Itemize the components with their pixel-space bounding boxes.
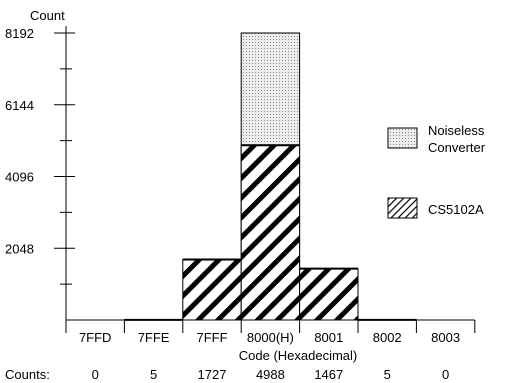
y-tick-label: 8192 [5, 26, 34, 41]
legend-swatch-hatched [387, 197, 418, 219]
y-axis: 2048 4096 6144 8192 [5, 26, 75, 320]
legend-item-cs5102a: CS5102A [387, 197, 484, 219]
legend-label-noiseless-line1: Noiseless [428, 123, 485, 138]
bar-cs5102a [299, 268, 359, 321]
counts-row: 0 5 1727 4988 1467 5 0 [92, 367, 450, 382]
y-tick-label: 4096 [5, 170, 34, 185]
legend-swatch-dotted [387, 127, 418, 149]
legend-label-cs5102a: CS5102A [428, 202, 484, 217]
count-value: 5 [150, 367, 157, 382]
bars [123, 32, 417, 321]
bar-cs5102a [182, 258, 242, 321]
x-tick-label: 7FFD [79, 330, 112, 345]
x-tick-label: 8001 [314, 330, 343, 345]
y-tick-label: 6144 [5, 98, 34, 113]
count-value: 1467 [314, 367, 343, 382]
y-tick-label: 2048 [5, 241, 34, 256]
x-axis: 7FFD 7FFE 7FFF 8000(H) 8001 8002 8003 [65, 319, 476, 345]
legend-label-noiseless-line2: Converter [428, 140, 486, 155]
x-axis-label: Code (Hexadecimal) [239, 348, 358, 363]
x-tick-label: 7FFF [196, 330, 227, 345]
x-tick-label: 8002 [373, 330, 402, 345]
count-value: 0 [92, 367, 99, 382]
count-value: 5 [384, 367, 391, 382]
x-tick-label: 8000(H) [247, 330, 294, 345]
x-tick-label: 8003 [431, 330, 460, 345]
count-value: 1727 [198, 367, 227, 382]
legend: Noiseless Converter CS5102A [387, 123, 486, 219]
count-value: 0 [442, 367, 449, 382]
counts-row-label: Counts: [5, 367, 50, 382]
y-axis-label: Count [30, 8, 65, 23]
count-value: 4988 [256, 367, 285, 382]
x-tick-label: 7FFE [138, 330, 170, 345]
legend-item-noiseless-converter: Noiseless Converter [387, 123, 486, 155]
bar-cs5102a [240, 144, 301, 321]
